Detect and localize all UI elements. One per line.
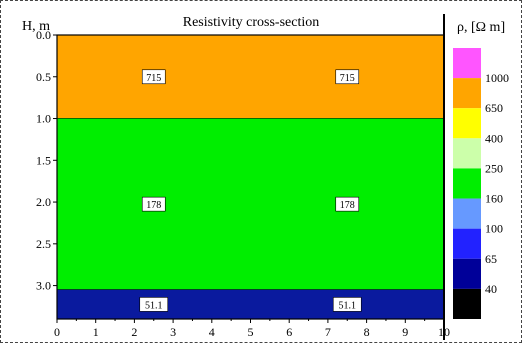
x-tick-label: 4	[209, 325, 215, 339]
y-tick-label: 0.0	[36, 28, 51, 42]
x-tick-label: 5	[248, 325, 254, 339]
x-tick-label: 1	[93, 325, 99, 339]
colorbar-swatch	[453, 198, 481, 229]
value-label: 178	[146, 200, 161, 211]
y-tick-label: 2.0	[36, 195, 51, 209]
value-label: 715	[146, 73, 161, 84]
y-tick-label: 3.0	[36, 279, 51, 293]
colorbar-tick-label: 65	[485, 252, 497, 266]
value-label-box	[335, 69, 360, 85]
colorbar-tick-label: 400	[485, 131, 503, 145]
x-tick-label: 9	[402, 325, 408, 339]
x-tick-label: 3	[170, 325, 176, 339]
colorbar-swatch	[453, 228, 481, 259]
x-tick-label: 8	[364, 325, 370, 339]
x-tick-label: 6	[286, 325, 292, 339]
chart-title: Resistivity cross-section	[183, 15, 320, 30]
colorbar-tick-label: 650	[485, 101, 503, 115]
colorbar-swatch	[453, 48, 481, 79]
colorbar-swatch	[453, 108, 481, 139]
y-tick-label: 0.5	[36, 70, 51, 84]
value-label: 51.1	[339, 300, 357, 311]
layer-2	[57, 118, 444, 290]
value-label-box	[141, 69, 166, 85]
x-tick-label: 7	[325, 325, 331, 339]
colorbar-swatch	[453, 138, 481, 169]
colorbar-swatch	[453, 288, 481, 319]
x-tick-label: 2	[131, 325, 137, 339]
value-label-box	[335, 196, 360, 212]
colorbar-label: ρ, [Ω m]	[457, 20, 505, 35]
y-tick-label: 1.5	[36, 153, 51, 167]
value-label: 715	[340, 73, 355, 84]
y-axis-label: H, m	[22, 19, 50, 34]
layer-1	[57, 35, 444, 119]
y-tick-label: 2.5	[36, 237, 51, 251]
colorbar-tick-label: 40	[485, 282, 497, 296]
colorbar-tick-label: 100	[485, 222, 503, 236]
colorbar-swatch	[453, 78, 481, 109]
colorbar-tick-label: 1000	[485, 71, 509, 85]
x-tick-label: 0	[54, 325, 60, 339]
value-label-box	[332, 297, 362, 312]
colorbar-swatch	[453, 168, 481, 199]
colorbar-tick-label: 250	[485, 161, 503, 175]
value-label: 51.1	[145, 300, 163, 311]
y-tick-label: 1.0	[36, 112, 51, 126]
value-label-box	[139, 297, 169, 312]
colorbar-tick-label: 160	[485, 192, 503, 206]
value-label: 178	[340, 200, 355, 211]
layer-3	[57, 289, 444, 319]
colorbar-swatch	[453, 258, 481, 289]
value-label-box	[141, 196, 166, 212]
